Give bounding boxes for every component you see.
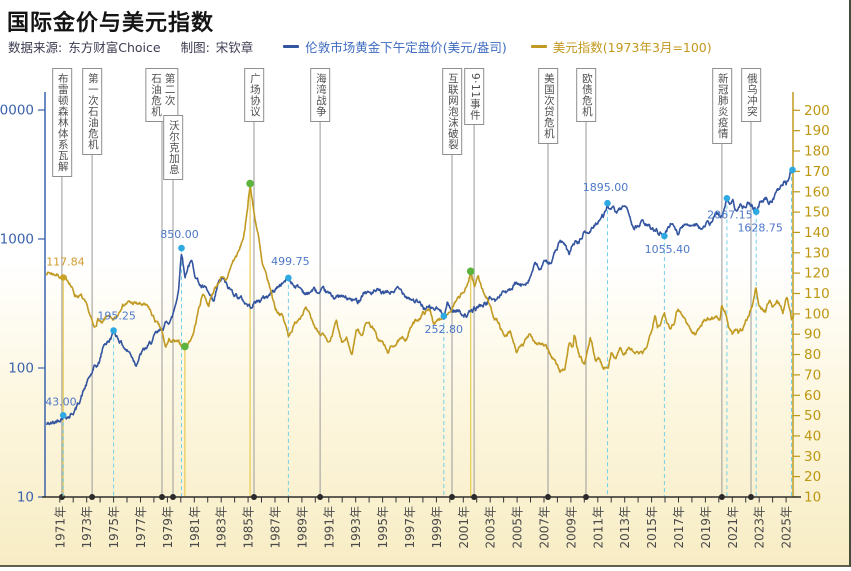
gold-price-annotation: 2067.15: [707, 208, 753, 221]
x-tick-label: 1981年: [188, 506, 202, 549]
gold-price-line: [46, 169, 795, 426]
dollar-extreme-dot: [466, 267, 475, 276]
svg-text:20: 20: [804, 469, 821, 485]
gold-price-annotation: 43.00: [45, 395, 76, 408]
author-value: 宋钦章: [215, 40, 254, 55]
gold-price-marker-dot: [110, 327, 117, 334]
x-tick-label: 1993年: [349, 506, 363, 549]
gold-price-marker-dot: [723, 195, 731, 202]
svg-text:1000: 1000: [0, 232, 34, 248]
gold-price-annotation: 1895.00: [583, 181, 629, 194]
x-tick-label: 1975年: [107, 506, 121, 549]
gold-price-marker-dot: [285, 274, 292, 282]
svg-text:90: 90: [804, 327, 821, 343]
dollar-extreme-dot: [181, 342, 189, 351]
x-tick-label: 2021年: [726, 506, 740, 549]
svg-text:170: 170: [804, 164, 830, 180]
gold-price-annotation: 1055.40: [645, 243, 691, 256]
gold-price-marker-dot: [59, 412, 67, 419]
svg-text:160: 160: [804, 184, 830, 200]
svg-text:190: 190: [804, 123, 830, 139]
svg-text:110: 110: [804, 286, 830, 302]
svg-text:50: 50: [804, 408, 821, 424]
gold-price-annotation: 850.00: [160, 228, 199, 241]
gold-price-marker-dot: [661, 232, 668, 240]
source-value: 东方财富Choice: [68, 40, 161, 55]
x-axis: 1971年 1973年 1975年 1977年 1979年 1981年 1983年 1985年…: [42, 496, 801, 549]
gold-price-marker-dot: [752, 208, 760, 215]
x-tick-label: 2025年: [780, 506, 794, 549]
svg-text:140: 140: [804, 225, 830, 241]
x-tick-label: 1997年: [403, 506, 417, 549]
svg-text:100: 100: [8, 361, 34, 377]
gold-price-marker-dot: [789, 166, 796, 174]
x-tick-label: 2019年: [699, 506, 713, 549]
dollar-index-annotation: 117.84: [46, 256, 84, 269]
source-prefix: 数据来源:: [8, 40, 63, 55]
svg-text:10: 10: [17, 490, 34, 506]
x-tick-label: 1971年: [53, 506, 67, 549]
x-tick-label: 1995年: [376, 506, 390, 549]
svg-text:100: 100: [804, 306, 830, 322]
x-tick-label: 1991年: [322, 506, 336, 549]
subtitle-row: 数据来源: 东方财富Choice 制图: 宋钦章 伦敦市场黄金下午定盘价(美元/…: [8, 37, 712, 56]
page-title: 国际金价与美元指数: [7, 11, 215, 36]
x-tick-label: 2013年: [618, 506, 632, 549]
x-tick-label: 1973年: [80, 506, 94, 549]
x-tick-label: 1979年: [161, 506, 175, 549]
gold-price-marker-dot: [178, 244, 185, 252]
x-tick-label: 2023年: [753, 506, 767, 549]
gold-price-marker-dot: [440, 312, 448, 320]
x-tick-label: 1989年: [295, 506, 309, 549]
gold-price-legend-label: 伦敦市场黄金下午定盘价(美元/盎司): [305, 40, 507, 55]
x-tick-label: 2009年: [564, 506, 578, 549]
x-tick-label: 1983年: [215, 506, 229, 549]
x-tick-label: 2001年: [457, 506, 471, 549]
svg-text:130: 130: [804, 245, 830, 261]
dollar-extreme-dot: [246, 179, 254, 188]
x-tick-label: 1999年: [430, 506, 444, 549]
svg-text:10: 10: [804, 490, 821, 506]
gold-price-annotation: 1628.75: [737, 222, 783, 235]
x-tick-label: 2015年: [645, 506, 659, 549]
svg-text:40: 40: [804, 428, 821, 444]
dollar-index-legend-label: 美元指数(1973年3月=100): [552, 40, 712, 55]
svg-text:60: 60: [804, 388, 821, 404]
x-tick-label: 2007年: [538, 506, 552, 549]
svg-text:200: 200: [804, 103, 830, 119]
x-tick-label: 1977年: [134, 506, 148, 549]
svg-text:80: 80: [804, 347, 821, 363]
x-tick-label: 2017年: [672, 506, 686, 549]
legend-item-dollar-index[interactable]: 美元指数(1973年3月=100): [530, 37, 712, 56]
legend-item-gold-price[interactable]: 伦敦市场黄金下午定盘价(美元/盎司): [283, 37, 507, 56]
x-tick-label: 1987年: [269, 506, 283, 549]
gold-price-legend-swatch: [283, 45, 300, 48]
y-axis-right: 10 20 30 40 50 60 70 80 90 100 110 120 130 140 150 160 1…: [792, 92, 830, 506]
svg-text:120: 120: [804, 266, 830, 282]
x-tick-label: 2011年: [591, 506, 605, 549]
x-tick-label: 1985年: [242, 506, 256, 549]
x-tick-label: 2003年: [484, 506, 498, 549]
dollar-index-legend-swatch: [530, 45, 547, 48]
svg-text:150: 150: [804, 205, 830, 221]
svg-text:180: 180: [804, 144, 830, 160]
svg-text:70: 70: [804, 367, 821, 383]
gold-price-annotation: 499.75: [271, 255, 310, 268]
gold-price-annotation: 195.25: [97, 310, 136, 323]
author-prefix: 制图:: [180, 40, 210, 55]
dollar-index-start-dot: [60, 274, 67, 281]
x-tick-label: 2005年: [511, 506, 525, 549]
svg-text:30: 30: [804, 449, 821, 465]
gold-price-marker-dot: [604, 199, 611, 207]
gold-price-annotation: 252.80: [425, 323, 464, 336]
dollar-index-line: [45, 185, 795, 374]
